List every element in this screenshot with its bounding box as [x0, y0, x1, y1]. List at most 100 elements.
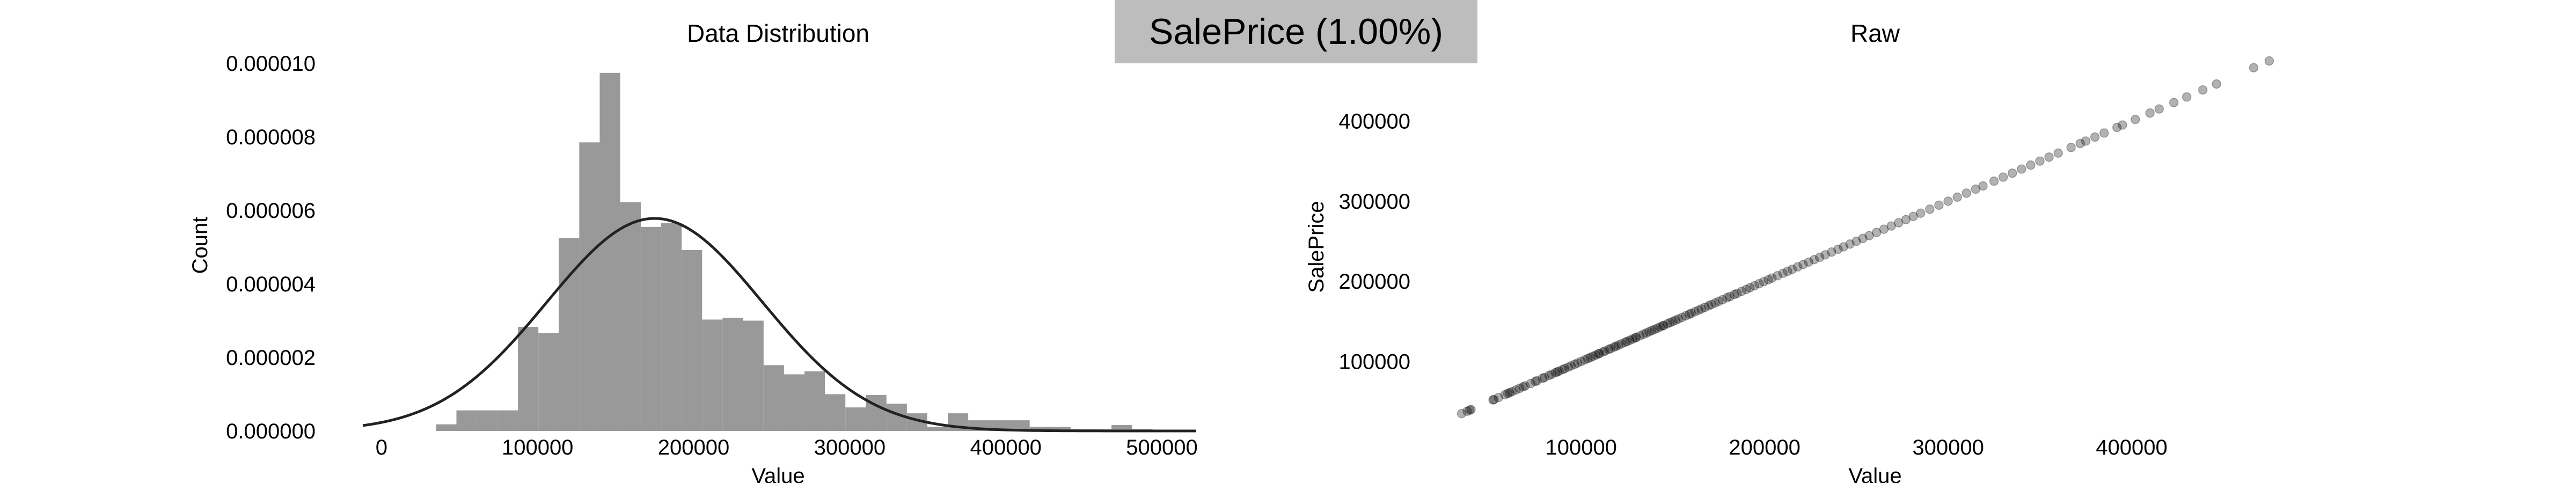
scatter-point [1681, 311, 1690, 321]
scatter-point [1631, 332, 1641, 342]
scatter-point [2182, 92, 2192, 102]
scatter-point [1630, 333, 1640, 343]
chart-data-distribution: Data Distribution 0.0000000.0000020.0000… [188, 19, 1198, 483]
scatter-point [1798, 260, 1808, 269]
scatter-point [1833, 244, 1843, 254]
scatter-point [2099, 128, 2109, 138]
scatter-point [1934, 200, 1944, 210]
scatter-point [1725, 291, 1735, 302]
scatter-point [2198, 85, 2208, 95]
chart2-ytick-label: 200000 [1339, 270, 1410, 294]
scatter-point [1550, 368, 1561, 378]
scatter-point [1952, 192, 1962, 202]
scatter-point [1572, 358, 1583, 368]
scatter-point [1625, 335, 1635, 345]
histogram-bar [538, 333, 559, 431]
scatter-point [1614, 340, 1624, 350]
scatter-point [1787, 265, 1797, 274]
scatter-point [1978, 181, 1988, 191]
scatter-point [1871, 228, 1882, 237]
scatter-point [1547, 369, 1557, 379]
scatter-point [2035, 156, 2045, 166]
scatter-point [1520, 381, 1530, 391]
scatter-point [1783, 266, 1792, 276]
chart1-xtick-label: 0 [376, 436, 387, 459]
scatter-point [2053, 148, 2063, 158]
scatter-point [1635, 331, 1645, 341]
scatter-point [1750, 281, 1760, 291]
scatter-point [2145, 108, 2155, 118]
scatter-point [1604, 345, 1614, 354]
chart2-xtick-label: 300000 [1912, 436, 1984, 459]
scatter-point [1507, 386, 1517, 397]
scatter-point [1741, 284, 1751, 294]
chart1-ytick-label: 0.000006 [226, 199, 316, 223]
chart2-xtick-label: 400000 [2096, 436, 2167, 459]
scatter-point [1773, 270, 1782, 281]
suptitle: SalePrice (1.00%) [1148, 11, 1444, 52]
scatter-point [1580, 355, 1590, 365]
scatter-point [1925, 204, 1935, 214]
scatter-point [1489, 394, 1499, 405]
chart1-xtick-label: 200000 [658, 436, 729, 459]
histogram-bar [722, 318, 743, 431]
scatter-point [2017, 164, 2026, 174]
scatter-point [1763, 275, 1773, 284]
chart1-ytick-label: 0.000008 [226, 126, 316, 149]
scatter-point [1606, 343, 1615, 354]
scatter-point [2026, 160, 2036, 170]
histogram-bar [1050, 427, 1071, 431]
histogram-bar [1029, 427, 1050, 431]
scatter-point [1609, 342, 1619, 352]
scatter-point [1655, 322, 1665, 332]
chart1-xtick-label: 400000 [970, 436, 1041, 459]
scatter-point [2264, 56, 2274, 66]
scatter-point [1971, 184, 1981, 194]
scatter-point [1566, 361, 1576, 371]
scatter-point [1532, 376, 1542, 386]
scatter-point [1591, 350, 1601, 360]
histogram-bar [682, 250, 702, 431]
scatter-point [2090, 132, 2100, 142]
scatter-point [1585, 353, 1596, 362]
scatter-point [2075, 138, 2085, 149]
chart1-xtick-label: 300000 [814, 436, 885, 459]
scatter-point [1722, 293, 1732, 303]
scatter-point [1685, 309, 1694, 319]
scatter-point [1622, 336, 1632, 346]
chart1-xlabel: Value [751, 464, 804, 483]
scatter-point [1641, 328, 1651, 338]
histogram-bar [640, 226, 662, 431]
scatter-point [1943, 196, 1953, 206]
scatter-point [1488, 395, 1498, 405]
scatter-point [1677, 312, 1687, 323]
chart2-xticks: 100000 200000 300000 400000 [1545, 436, 2167, 459]
scatter-point [1558, 364, 1568, 375]
scatter-point [1457, 408, 1467, 419]
scatter-point [1908, 211, 1918, 221]
histogram-bar [927, 427, 948, 431]
scatter-point [1710, 298, 1720, 308]
scatter-point [1809, 255, 1819, 265]
scatter-point [1665, 318, 1675, 327]
chart1-ytick-label: 0.000004 [226, 273, 316, 296]
scatter-point [1530, 377, 1540, 386]
scatter-point [1466, 405, 1476, 414]
scatter-point [1511, 385, 1521, 395]
scatter-point [1827, 247, 1836, 257]
chart1-xticks: 0 100000 200000 300000 400000 500000 [376, 436, 1198, 459]
scatter-point [1560, 364, 1570, 374]
scatter-point [1659, 320, 1668, 331]
scatter-point [1820, 250, 1830, 260]
scatter-point [1611, 341, 1621, 351]
scatter-point [2066, 143, 2076, 152]
scatter-point [1563, 362, 1574, 372]
histogram-bar [804, 371, 825, 431]
scatter-point [1576, 356, 1586, 367]
chart2-xtick-label: 200000 [1729, 436, 1800, 459]
scatter-point [1652, 323, 1662, 333]
scatter-point [1704, 301, 1714, 311]
scatter-point [1792, 262, 1803, 272]
scatter-point [1839, 242, 1848, 252]
scatter-point [2169, 98, 2179, 107]
